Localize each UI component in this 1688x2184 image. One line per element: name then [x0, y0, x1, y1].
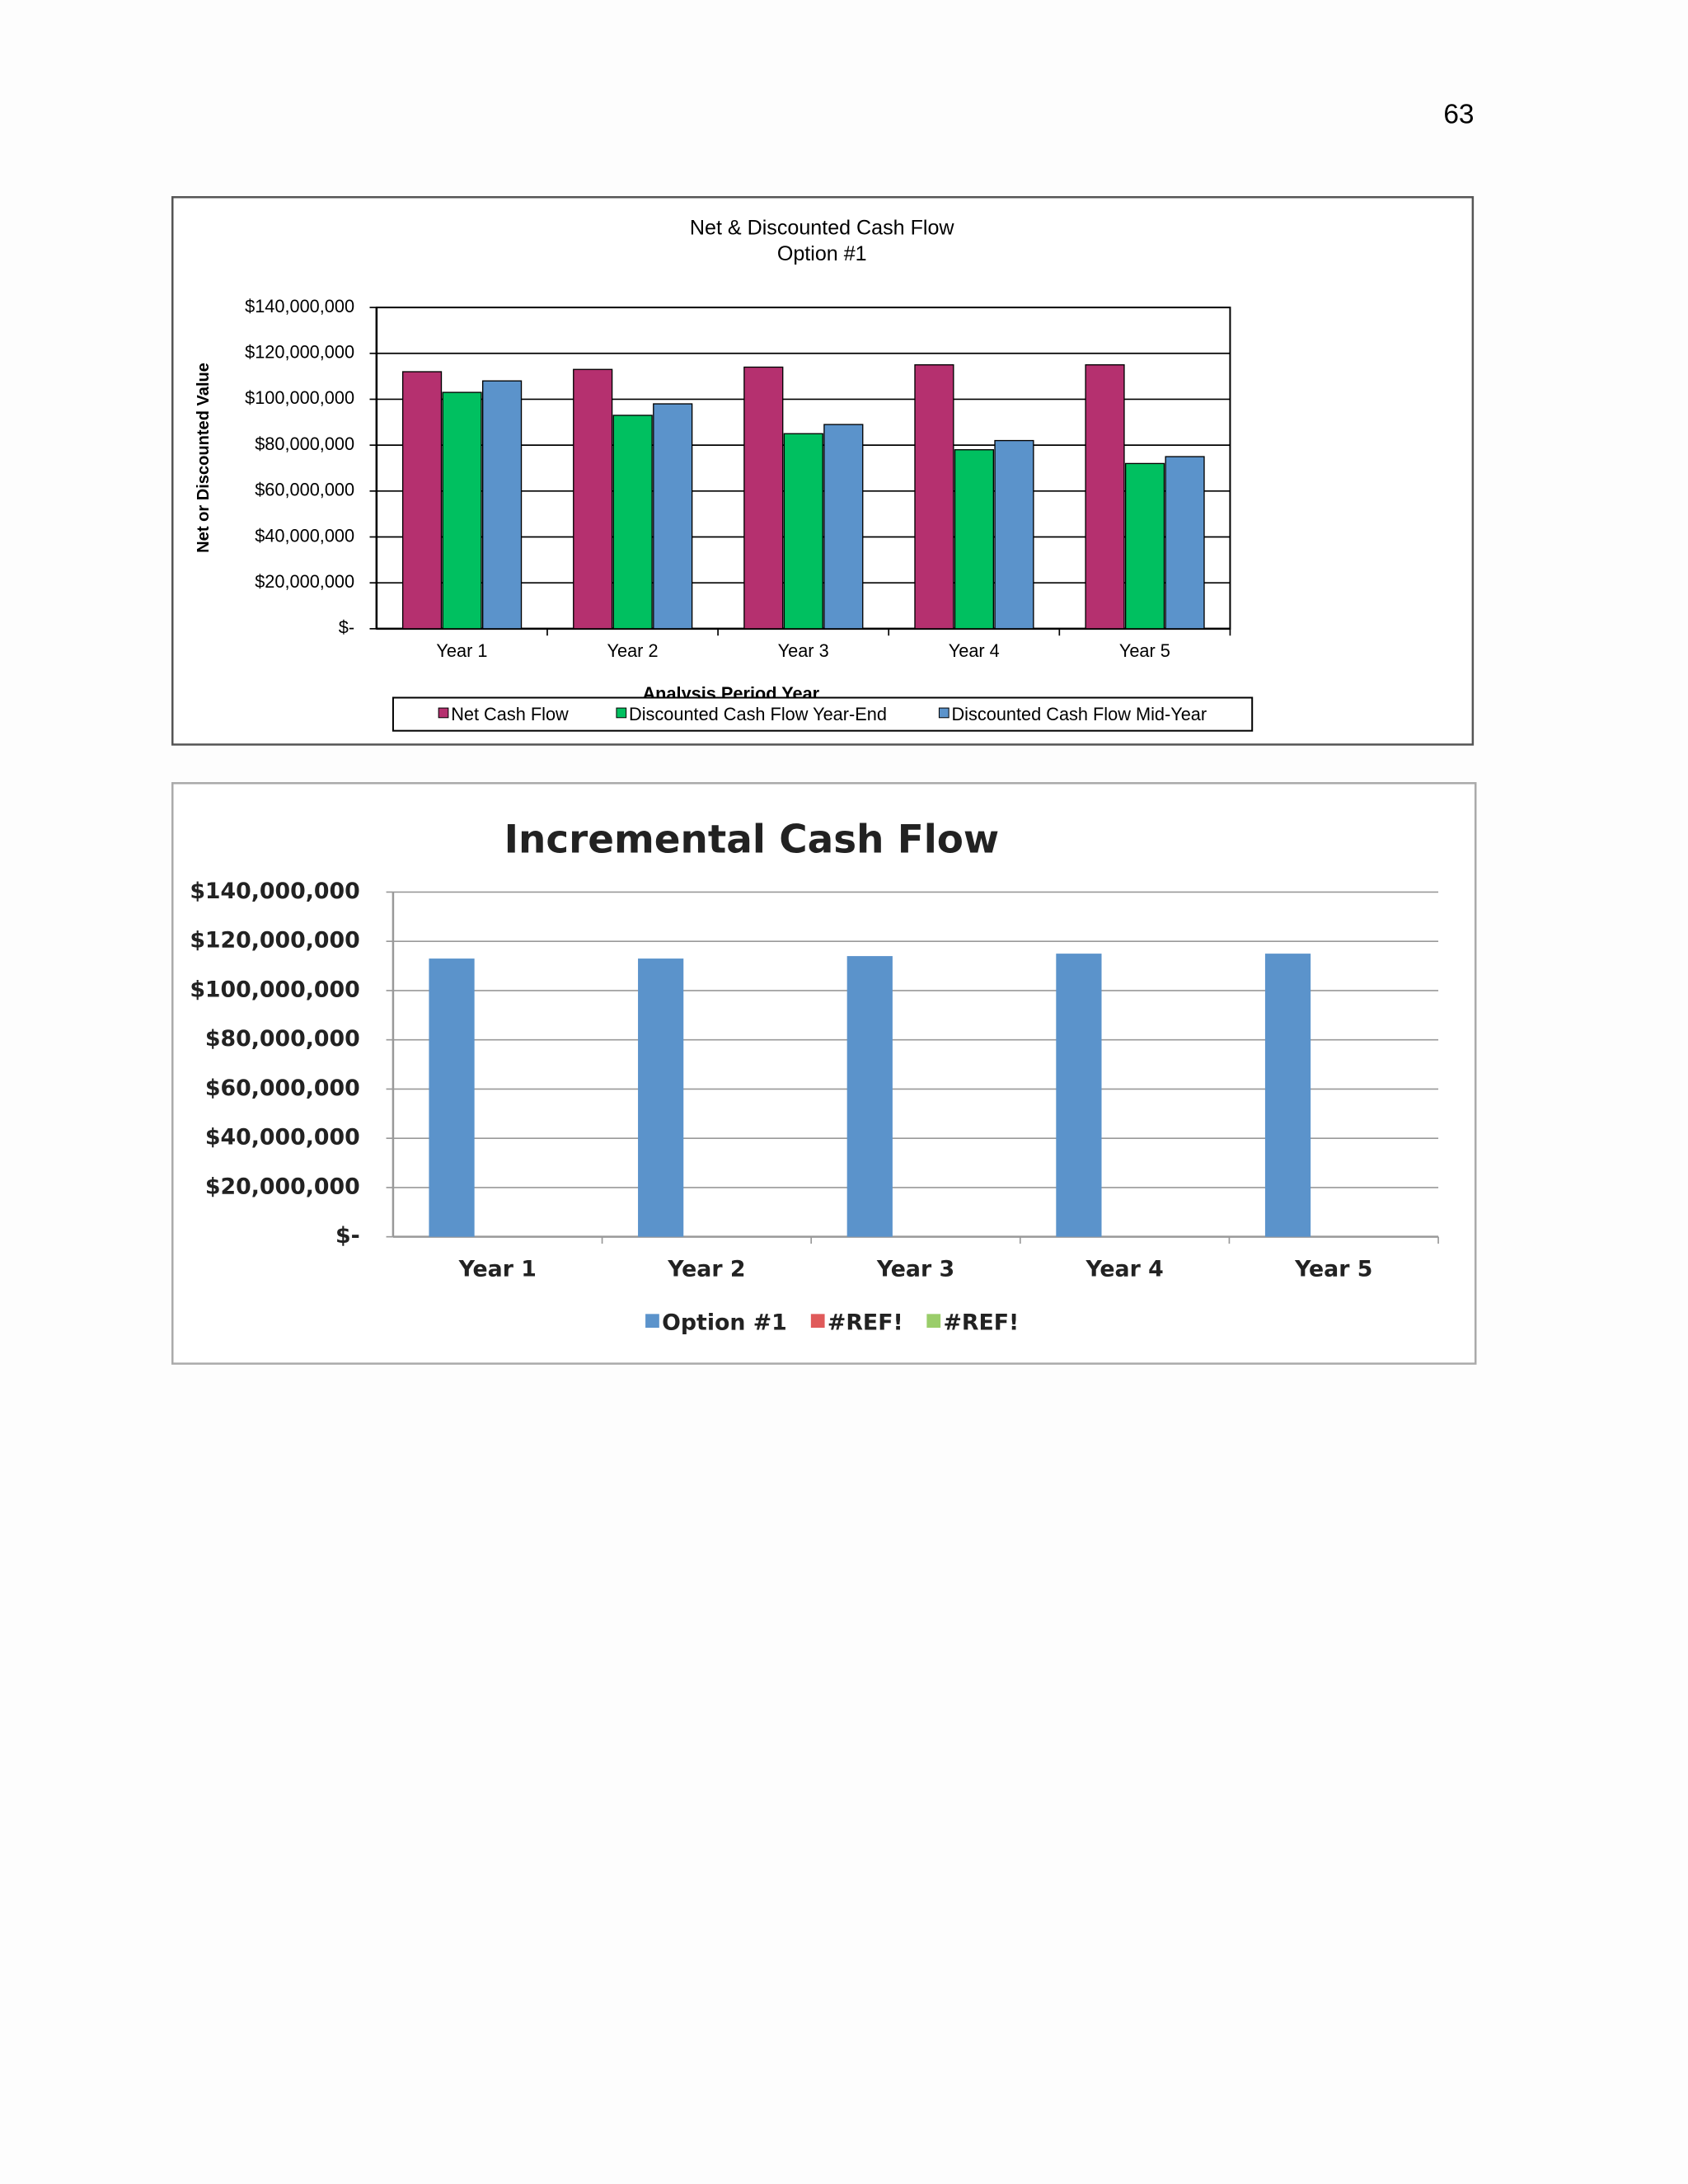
x-tick-label: Year 5 [1119, 640, 1170, 661]
y-tick-label: $40,000,000 [205, 1125, 360, 1151]
bar [783, 433, 823, 630]
bar [612, 415, 653, 630]
bar [743, 366, 784, 630]
chart-incremental: Incremental Cash Flow $- $20,000,000 $40,0… [171, 781, 1477, 1365]
x-tick-label: Year 2 [607, 640, 659, 661]
y-tick-label: $120,000,000 [245, 342, 354, 363]
y-tick-label: $140,000,000 [245, 296, 354, 316]
x-tick-label: Year 2 [667, 1256, 745, 1282]
chart-net-discounted: Net & Discounted Cash Flow Option #1 Net… [171, 195, 1475, 746]
y-tick-label: $40,000,000 [255, 525, 354, 546]
x-tick-label: Year 5 [1294, 1256, 1372, 1282]
legend-swatch [645, 1314, 659, 1329]
bar [1165, 456, 1205, 630]
bar [954, 449, 995, 630]
legend-swatch [438, 707, 449, 719]
x-tick-label: Year 3 [778, 640, 829, 661]
bar [429, 958, 475, 1237]
bar [1056, 954, 1102, 1237]
bar [482, 380, 523, 630]
y-tick-label: $20,000,000 [255, 571, 354, 592]
y-tick-label: $100,000,000 [190, 977, 359, 1002]
page-number: 63 [1443, 99, 1474, 129]
chart-title: Incremental Cash Flow [504, 818, 1000, 863]
bar [914, 364, 954, 630]
legend-swatch [938, 707, 950, 719]
bar [1085, 364, 1125, 630]
bar [653, 403, 693, 630]
x-tick-label: Year 3 [876, 1256, 954, 1282]
y-tick-label: $100,000,000 [245, 387, 354, 408]
x-tick-label: Year 4 [949, 640, 1000, 661]
legend-label: Option #1 [662, 1310, 787, 1336]
legend-label: Net Cash Flow [451, 704, 569, 724]
y-tick-label: $80,000,000 [255, 434, 354, 454]
bar [1264, 954, 1311, 1237]
bar [823, 424, 864, 630]
x-tick-label: Year 1 [458, 1256, 537, 1282]
legend-swatch [616, 707, 627, 719]
y-tick-label: $60,000,000 [205, 1076, 360, 1101]
y-tick-label: $60,000,000 [255, 480, 354, 500]
bar [846, 956, 893, 1237]
bar [994, 439, 1034, 630]
chart-subtitle: Option #1 [777, 242, 867, 265]
y-tick-label: $20,000,000 [205, 1174, 360, 1199]
x-tick-label: Year 1 [436, 640, 487, 661]
bar [638, 958, 684, 1237]
legend-label: #REF! [828, 1310, 903, 1336]
legend-swatch [926, 1314, 941, 1329]
y-tick-label: $120,000,000 [190, 928, 359, 954]
y-tick-label: $- [335, 1223, 360, 1249]
y-tick-label: $80,000,000 [205, 1026, 360, 1052]
y-tick-label: $140,000,000 [190, 879, 359, 904]
legend-label: Discounted Cash Flow Mid-Year [951, 704, 1207, 724]
y-tick-label: $- [339, 617, 354, 638]
y-axis-label: Net or Discounted Value [195, 363, 213, 553]
legend-label: Discounted Cash Flow Year-End [629, 704, 887, 724]
legend-label: #REF! [943, 1310, 1019, 1336]
bar [573, 368, 613, 630]
x-tick-label: Year 4 [1085, 1256, 1164, 1282]
bar [1124, 462, 1165, 630]
chart-title: Net & Discounted Cash Flow [690, 216, 954, 239]
legend-box [392, 696, 1254, 732]
bar [401, 371, 443, 630]
legend-swatch [810, 1314, 825, 1329]
bar [442, 391, 482, 630]
chart-frame [171, 781, 1477, 1365]
